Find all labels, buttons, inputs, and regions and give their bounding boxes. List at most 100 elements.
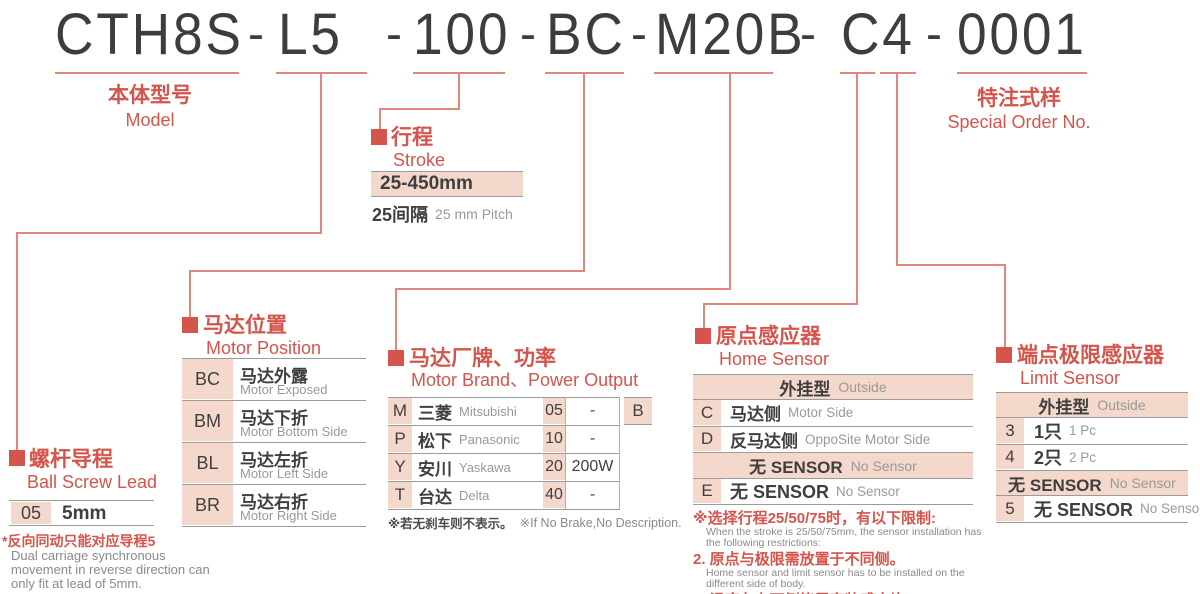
note-line: the following restrictions:: [706, 537, 821, 549]
table-rule: [182, 526, 366, 527]
code: C: [700, 402, 714, 422]
motor-brand-note: ※若无刹车则不表示。 ※If No Brake,No Description.: [388, 513, 682, 532]
code: BL: [196, 452, 219, 473]
row-en: 2 Pc: [1069, 449, 1097, 465]
model-hyphen: -: [520, 8, 536, 61]
table-rule: [565, 397, 566, 509]
underline-special-order: [957, 72, 1087, 74]
brand-en: Yaskawa: [459, 459, 511, 475]
table-rule: [388, 397, 620, 398]
band-en: Outside: [1097, 397, 1146, 413]
table-rule: [693, 478, 973, 479]
ball-screw-note-en-line: only fit at lead of 5mm.: [11, 576, 142, 591]
brand-code-cell: T: [388, 482, 412, 508]
band-outside: [996, 393, 1188, 417]
stroke-title-en: Stroke: [393, 150, 446, 170]
brand-code-cell: M: [388, 398, 412, 424]
special-order-label: 特注式样 Special Order No.: [919, 88, 1119, 132]
band-no-sensor-label: 无 SENSOR No Sensor: [996, 471, 1188, 495]
home-code-cell: C: [693, 400, 721, 425]
motor-brand-table: M 三菱 Mitsubishi 05 - P 松下 Panasonic 10 -…: [388, 397, 652, 510]
brake-code-cell: B: [624, 397, 652, 425]
row-en: Motor Exposed: [240, 382, 328, 397]
row-en: 1 Pc: [1069, 423, 1097, 438]
row-en: OppoSite Motor Side: [805, 431, 931, 447]
power-code: 10: [545, 430, 563, 447]
ball-screw-value: 5mm: [62, 503, 107, 524]
row-en: Motor Side: [788, 405, 854, 420]
motor-position-code-cell: BL: [182, 443, 233, 483]
stroke-range-box: 25-450mm: [371, 171, 523, 197]
table-rule: [388, 481, 620, 482]
limit-sensor-bullet-icon: [996, 347, 1012, 363]
table-rule: [182, 484, 366, 485]
power-value: 200W: [566, 453, 619, 481]
band-en: Outside: [838, 379, 887, 395]
underline-stroke: [413, 72, 505, 74]
brand-code-cell: Y: [388, 454, 412, 480]
row-zh: 无 SENSOR: [730, 482, 830, 502]
power-value: -: [566, 397, 619, 425]
band-no-sensor-label: 无 SENSOR No Sensor: [693, 453, 973, 478]
motor-position-code-cell: BM: [182, 401, 233, 441]
model-label-en: Model: [125, 110, 175, 130]
row-en: No Sensor: [836, 483, 900, 499]
ball-screw-title-en: Ball Screw Lead: [27, 472, 158, 492]
band-en: No Sensor: [1109, 475, 1176, 491]
table-rule: [693, 374, 973, 375]
connector-stroke: [379, 108, 381, 140]
ball-screw-bullet-icon: [9, 450, 25, 466]
table-rule: [996, 495, 1188, 496]
model-hyphen: -: [800, 8, 816, 61]
note-line: 2. 原点与极限需放置于不同侧。: [693, 551, 905, 568]
table-rule: [693, 504, 973, 505]
connector-limit-sensor: [1004, 264, 1006, 347]
code: M: [392, 401, 408, 420]
stroke-pitch-en: 25 mm Pitch: [435, 206, 513, 222]
code: P: [394, 429, 406, 448]
motor-position-title-en: Motor Position: [206, 338, 322, 358]
brand-name: 三菱 Mitsubishi: [418, 397, 517, 425]
ball-screw-title-zh: 螺杆导程: [29, 448, 113, 471]
model-hyphen: -: [386, 8, 402, 61]
table-rule: [182, 358, 366, 359]
home-row: 马达侧 Motor Side: [730, 399, 853, 426]
connector-home-sensor: [703, 303, 858, 305]
underline-body: [55, 72, 239, 74]
row-en: Motor Left Side: [240, 466, 329, 481]
table-rule: [388, 425, 620, 426]
connector-motor-position: [583, 74, 585, 272]
model-segment-sensors: C4: [841, 2, 915, 67]
connector-stroke: [379, 108, 460, 110]
note-line: different side of body.: [706, 578, 806, 590]
home-sensor-title-en: Home Sensor: [719, 349, 830, 369]
ball-screw-code: 05: [20, 502, 42, 523]
connector-motor-position: [189, 270, 191, 317]
power-code: 40: [545, 486, 563, 503]
special-order-label-en: Special Order No.: [947, 112, 1091, 132]
band-no-sensor: [693, 453, 973, 478]
connector-lead: [16, 232, 322, 234]
band-outside: [693, 375, 973, 399]
brand-zh: 安川: [418, 459, 452, 479]
connector-motor-brand: [395, 288, 731, 290]
brand-code-cell: P: [388, 426, 412, 452]
stroke-bullet-icon: [371, 129, 387, 145]
power-code: 20: [545, 458, 563, 475]
table-rule: [996, 470, 1188, 471]
power: -: [589, 402, 596, 419]
model-segment-motor-brand: M20B: [655, 2, 806, 67]
underline-motor-brand: [654, 72, 773, 74]
motor-brand-note-en: ※If No Brake,No Description.: [519, 516, 682, 530]
model-label-zh: 本体型号: [108, 84, 192, 107]
row-zh: 1只: [1034, 421, 1063, 442]
band-zh: 无 SENSOR: [749, 458, 843, 477]
table-rule: [996, 522, 1188, 523]
model-segment-special: 0001: [957, 2, 1087, 67]
band-zh: 无 SENSOR: [1008, 475, 1102, 495]
code: T: [394, 485, 406, 504]
stroke-pitch: 25间隔 25 mm Pitch: [372, 201, 513, 227]
band-no-sensor: [996, 471, 1188, 495]
power: 200W: [571, 458, 614, 475]
